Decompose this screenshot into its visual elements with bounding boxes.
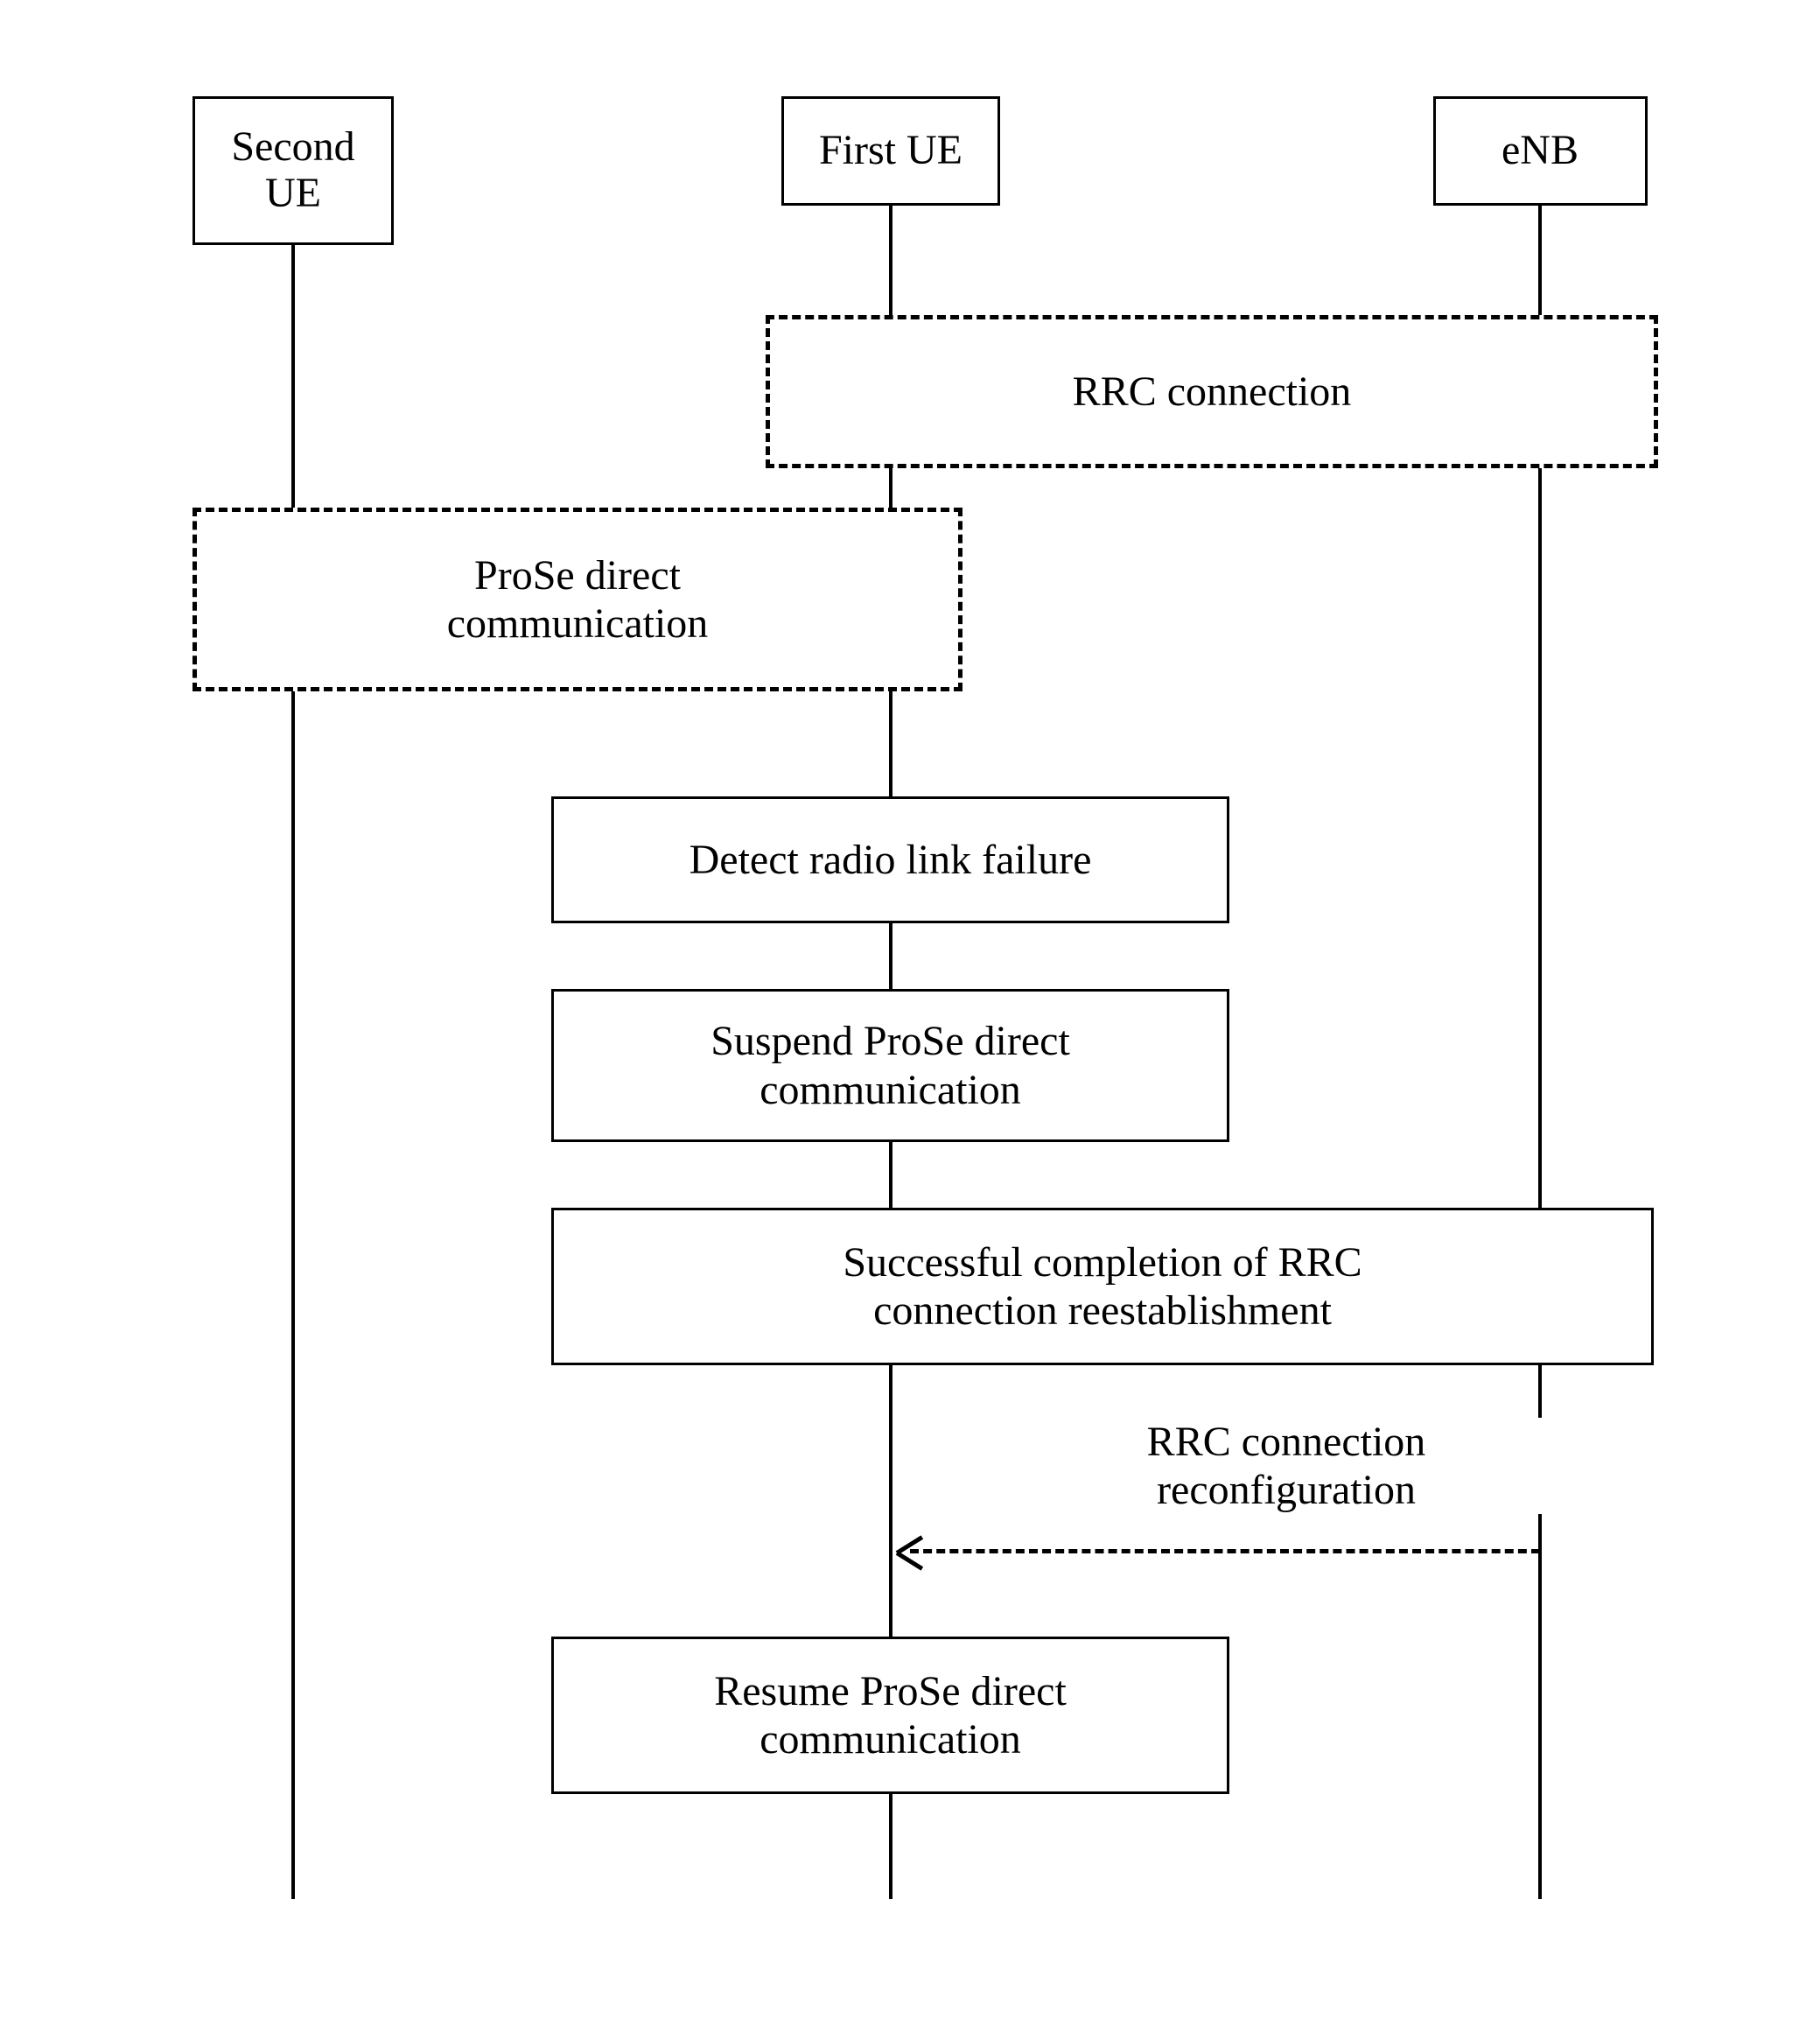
message-label-reconfig: RRC connection reconfiguration	[1006, 1418, 1566, 1514]
lifeline-second_ue	[291, 245, 295, 1899]
action-box-reestablish: Successful completion of RRC connection …	[551, 1208, 1654, 1365]
dashed-box-prose_comm: ProSe direct communication	[192, 508, 962, 691]
dashed-box-label: ProSe direct communication	[447, 551, 709, 648]
action-box-label: Suspend ProSe direct communication	[710, 1017, 1070, 1113]
dashed-box-rrc_conn: RRC connection	[766, 315, 1658, 468]
dashed-box-label: RRC connection	[1073, 368, 1352, 416]
action-box-resume: Resume ProSe direct communication	[551, 1637, 1229, 1794]
message-line-reconfig	[910, 1549, 1540, 1553]
lifeline-header-label: eNB	[1502, 128, 1578, 174]
lifeline-header-label: First UE	[819, 128, 962, 174]
action-box-detect_rlf: Detect radio link failure	[551, 796, 1229, 923]
action-box-suspend: Suspend ProSe direct communication	[551, 989, 1229, 1142]
lifeline-header-label: Second UE	[231, 124, 354, 217]
lifeline-header-second_ue: Second UE	[192, 96, 394, 245]
lifeline-header-first_ue: First UE	[781, 96, 1000, 206]
action-box-label: Detect radio link failure	[690, 836, 1092, 884]
action-box-label: Successful completion of RRC connection …	[843, 1238, 1362, 1335]
lifeline-header-enb: eNB	[1433, 96, 1648, 206]
action-box-label: Resume ProSe direct communication	[714, 1667, 1067, 1763]
sequence-diagram: Second UE First UE eNB RRC connection ProSe …	[0, 0, 1820, 2040]
